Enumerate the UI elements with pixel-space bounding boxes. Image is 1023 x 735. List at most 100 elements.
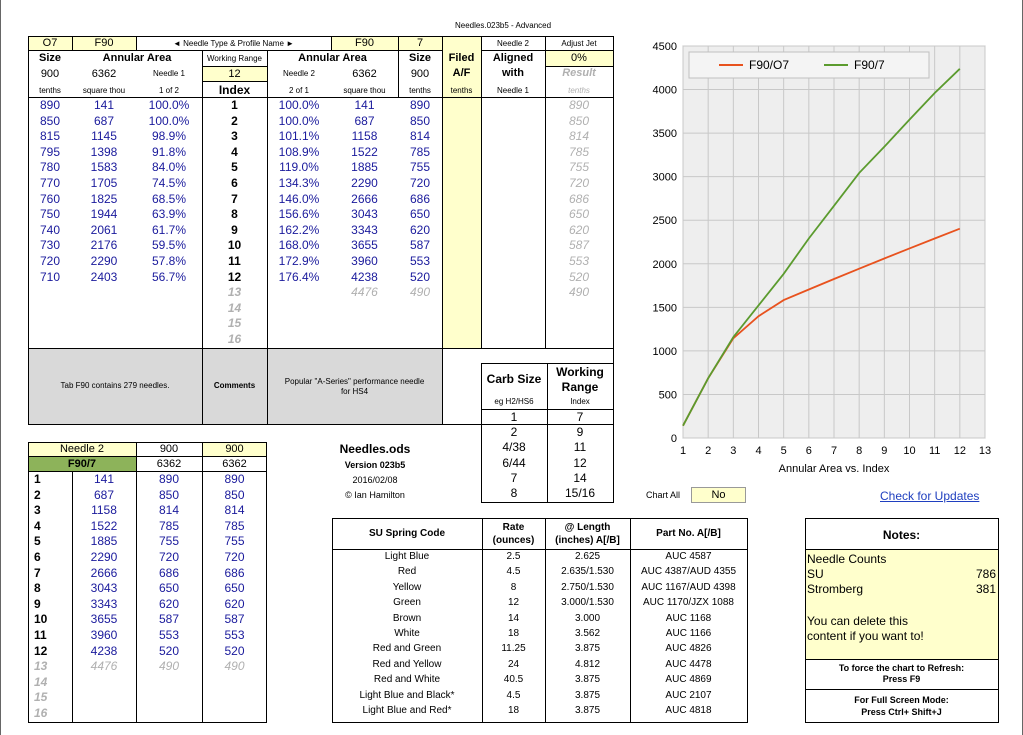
spring-rate-cell: 11.25 [501,643,526,655]
main-cell-pct1: 63.9% [151,207,187,222]
main-cell-size2: 814 [409,129,431,144]
n2-cell-s2: 890 [224,472,245,486]
n2-cell-area: 1885 [90,534,118,549]
main-cell-size2: 520 [409,269,431,284]
fullscreen-hint-2: Press Ctrl+ Shift+J [861,707,942,717]
main-cell-pct1: 100.0% [148,98,190,112]
working-range-value: 12 [228,68,241,80]
length-header-1: @ Length [564,522,611,533]
x-tick-label: 10 [903,445,915,457]
needle2-size-b: 900 [225,443,244,455]
needle1-size: 900 [40,68,60,80]
y-tick-label: 3500 [653,128,677,140]
n2-cell-area: 1158 [91,503,117,518]
x-tick-label: 1 [680,445,686,457]
af-header: A/F [452,67,471,79]
h-divider [28,471,267,472]
spring-part-cell: AUC 4826 [665,643,712,655]
notes-stromberg-label: Stromberg [807,582,864,596]
n2-cell-s1: 890 [158,472,180,486]
spring-code-cell: Yellow [392,581,422,593]
notes-su-label: SU [807,567,824,581]
main-cell-pct2: 100.0% [278,98,320,112]
main-ghost-idx: 13 [227,285,242,300]
needle2-name-cell[interactable] [398,36,442,50]
main-cell-pct2: 156.6% [278,207,320,222]
n2-ghost-s1: 490 [158,659,180,674]
y-tick-label: 3000 [653,172,677,184]
n2-cell-s1: 650 [158,581,180,596]
needle2-name-cell [28,456,136,471]
v-divider [136,36,137,51]
chart-all-toggle[interactable]: No [691,487,746,503]
main-cell-pct2: 134.3% [278,176,320,190]
spring-part-cell: AUC 1167/AUD 4398 [641,581,736,593]
main-cell-size1: 795 [39,144,61,159]
main-cell-idx: 9 [231,222,238,237]
main-cell-pct1: 74.5% [151,176,187,190]
main-cell-size1: 760 [39,191,61,206]
main-cell-idx: 6 [231,176,238,190]
main-cell-area2: 3960 [351,254,378,268]
main-cell-area1: 141 [93,98,115,112]
main-cell-size1: 850 [39,113,61,128]
v-divider [267,50,268,425]
main-cell-size1: 780 [39,160,61,175]
unit-tenths-2: tenths [409,86,431,95]
spring-code-cell: White [394,628,420,639]
n2-cell-s2: 850 [224,487,245,502]
needle1-profile-cell[interactable] [72,36,136,50]
needle2-table-header: Needle 2 [59,443,105,455]
filed-af-column[interactable] [442,36,481,348]
check-updates-link[interactable]: Check for Updates [880,489,980,503]
working-range-cell[interactable] [202,66,267,81]
needle2-header-cell [28,442,136,456]
main-cell-area1: 1398 [90,144,118,159]
needle1-name: O7 [42,37,58,49]
with-header: with [502,67,524,79]
v-divider [545,518,546,723]
h-divider [805,549,999,550]
spring-rate-cell: 18 [507,628,520,639]
main-cell-pct1: 98.9% [151,129,187,144]
spring-part-cell: AUC 2107 [665,689,712,701]
chart-all-value: No [711,489,726,501]
v-divider [202,442,203,723]
needle2-profile-cell[interactable] [331,36,398,50]
range-header-1: Working [556,365,604,379]
n2-cell-idx: 9 [34,596,41,611]
carb-range-cell: 15/16 [564,486,596,500]
notes-needle-counts: Needle Counts [807,552,887,566]
needle1-name-cell[interactable] [28,36,72,50]
adjust-jet-cell[interactable] [545,50,613,66]
main-cell-pct2: 176.4% [278,269,320,284]
n2-ghost-area: 4476 [90,659,118,674]
legend-label-0: F90/O7 [749,58,789,72]
main-cell-size1: 890 [39,98,61,112]
n2-cell-s1: 720 [158,550,180,564]
h-divider [28,97,614,98]
notes-content-area[interactable] [805,549,998,659]
n2-cell-area: 3043 [90,581,118,596]
needle-type-nav[interactable]: ◄ Needle Type & Profile Name ► [172,39,295,48]
notes-delete-2: content if you want to! [807,629,924,643]
v-divider [136,442,137,723]
notes-su-value: 786 [975,567,996,581]
unit-needle1: Needle 1 [496,86,530,95]
main-cell-size1: 730 [39,238,61,253]
comment-text-2: for HS4 [340,387,369,396]
y-tick-label: 4500 [653,41,677,53]
n2-cell-s2: 755 [224,534,245,549]
main-cell-pct2: 108.9% [278,144,320,159]
main-cell-size2: 720 [409,176,431,190]
n2-cell-area: 3655 [90,612,118,627]
main-cell-pct1: 100.0% [148,113,190,128]
x-tick-label: 3 [730,445,736,457]
n2-ghost-s2: 490 [224,659,245,674]
needle2-sub-label: Needle 2 [282,69,316,78]
spring-part-cell: AUC 1170/JZX 1088 [643,597,734,609]
n2-cell-s2: 553 [224,628,245,642]
main-cell-result: 620 [568,222,590,237]
n2-cell-s2: 814 [224,503,245,518]
v-divider [398,36,399,51]
